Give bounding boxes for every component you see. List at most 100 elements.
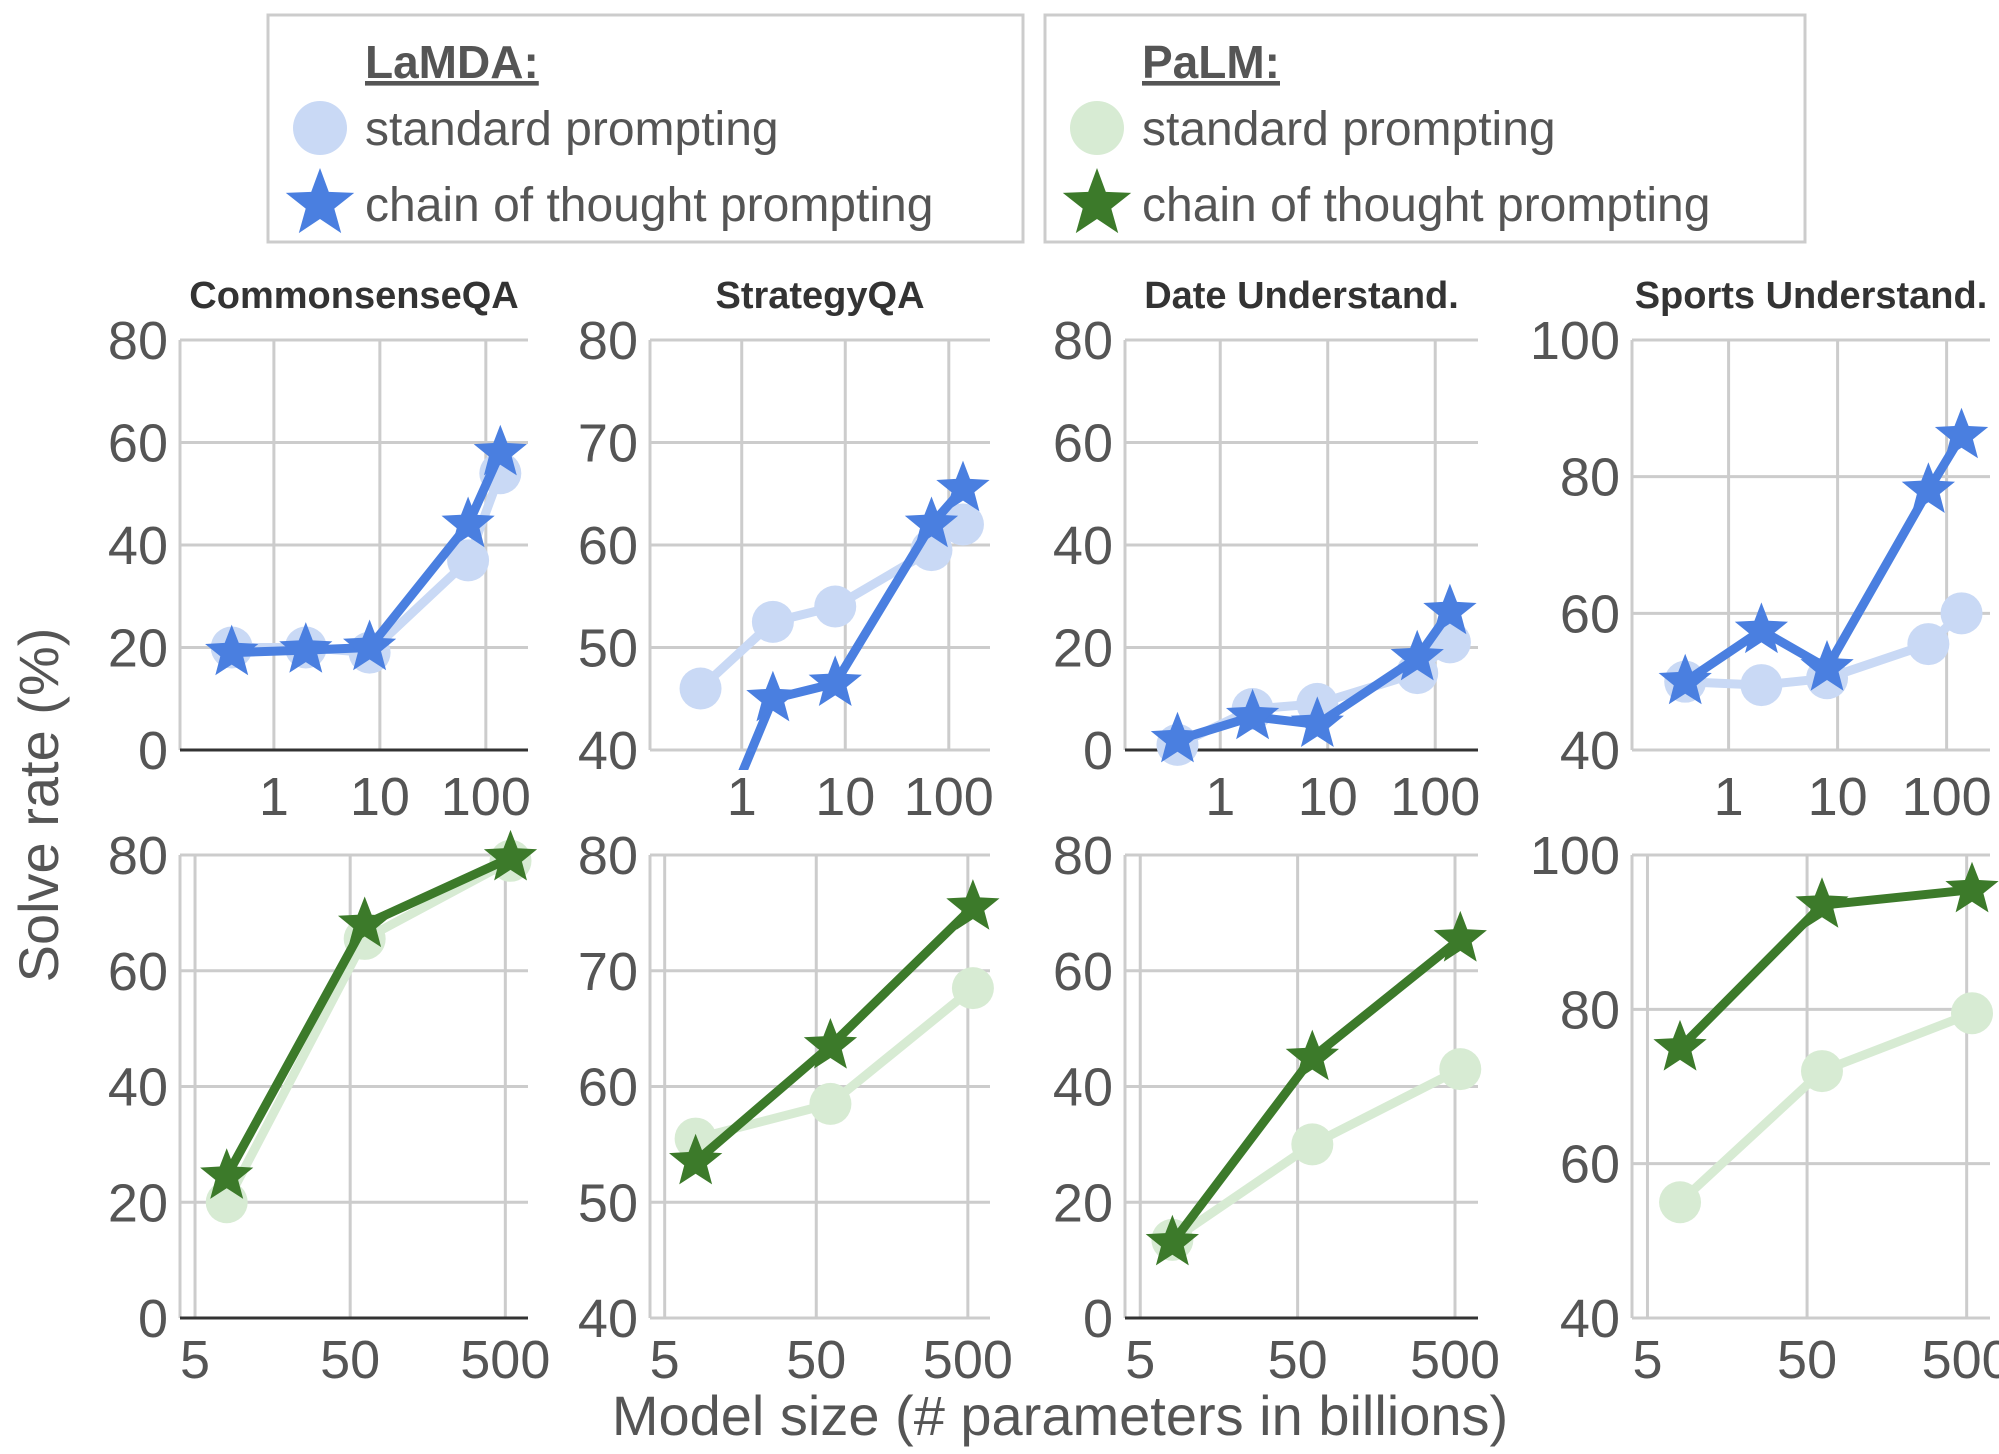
y-tick-label: 80: [1053, 826, 1113, 886]
series-group: [1150, 583, 1477, 766]
x-tick-label: 50: [1777, 1330, 1837, 1390]
cot-data-point: [1658, 653, 1712, 705]
y-tick-label: 70: [578, 414, 638, 474]
y-tick-label: 80: [1053, 311, 1113, 371]
y-tick-label: 40: [1053, 516, 1113, 576]
series-group: [1145, 910, 1487, 1266]
x-tick-label: 100: [904, 767, 994, 827]
cot-data-point: [1795, 877, 1849, 928]
y-tick-label: 70: [578, 942, 638, 1002]
x-tick-label: 50: [786, 1330, 846, 1390]
x-tick-label: 1: [1714, 767, 1744, 827]
standard-data-point: [1439, 1048, 1482, 1091]
panel-palm-3: 0 20 40 60 80 5 50 500: [1053, 826, 1500, 1390]
y-tick-label: 20: [108, 1173, 168, 1233]
legend-area: LaMDA: standard prompting chain of thought…: [266, 13, 1807, 244]
x-tick-label: 500: [1410, 1330, 1500, 1390]
cot-data-point: [936, 460, 990, 512]
y-tick-label: 80: [578, 311, 638, 371]
y-tick-label: 0: [138, 1289, 168, 1349]
standard-data-point: [951, 967, 994, 1010]
y-tick-label: 80: [1560, 448, 1620, 508]
standard-data-point: [1740, 664, 1783, 707]
cot-data-point: [808, 655, 862, 706]
legend-star-marker: [285, 168, 355, 234]
series-group: [669, 879, 1000, 1185]
y-tick-label: 40: [578, 721, 638, 781]
panel-lamda-3: 0 20 40 60 80 1 10 100 Date Understand.: [1053, 275, 1480, 827]
y-tick-label: 40: [108, 516, 168, 576]
cot-data-point: [338, 896, 392, 948]
cot-data-point: [343, 619, 397, 671]
panel-title: Sports Understand.: [1635, 275, 1988, 317]
y-tick-label: 80: [108, 311, 168, 371]
x-tick-label: 500: [1922, 1330, 1999, 1390]
panel-title: CommonsenseQA: [189, 275, 518, 317]
cot-data-point: [473, 424, 527, 476]
x-tick-label: 5: [180, 1330, 210, 1390]
standard-data-point: [1800, 1050, 1843, 1093]
standard-data-point: [447, 539, 490, 582]
y-tick-label: 20: [1053, 1173, 1113, 1233]
cot-data-point: [1226, 688, 1280, 740]
cot-data-point: [803, 1018, 858, 1069]
standard-data-point: [1951, 992, 1994, 1035]
y-tick-label: 80: [578, 826, 638, 886]
standard-data-point: [814, 585, 857, 628]
series-group: [1658, 407, 1989, 707]
cot-data-point: [200, 1148, 254, 1199]
standard-data-point: [809, 1082, 852, 1125]
legend-circle-marker: [1070, 101, 1124, 155]
y-tick-label: 50: [578, 1173, 638, 1233]
x-tick-label: 500: [460, 1330, 550, 1390]
x-tick-label: 1: [1205, 767, 1235, 827]
cot-data-point: [746, 670, 800, 722]
cot-data-point: [669, 1133, 723, 1185]
cot-data-point: [441, 496, 495, 548]
x-tick-label: 5: [650, 1330, 680, 1390]
panel-palm-4: 40 60 80 100 5 50 500: [1530, 826, 1999, 1390]
x-tick-label: 100: [441, 767, 531, 827]
y-tick-label: 0: [1083, 721, 1113, 781]
legend-circle-marker: [293, 101, 347, 155]
y-tick-label: 100: [1530, 311, 1620, 371]
y-tick-label: 60: [108, 414, 168, 474]
y-tick-label: 60: [578, 1058, 638, 1118]
cot-data-point: [1150, 711, 1205, 763]
cot-data-point: [1901, 462, 1955, 513]
cot-data-point: [205, 624, 259, 676]
y-axis-label: Solve rate (%): [7, 628, 70, 983]
cot-data-point: [1734, 602, 1788, 654]
legend-entry-label: standard prompting: [1142, 103, 1556, 156]
y-tick-label: 60: [1560, 584, 1620, 644]
y-tick-label: 40: [108, 1058, 168, 1118]
y-tick-label: 80: [108, 826, 168, 886]
x-tick-label: 10: [815, 767, 875, 827]
cot-data-point: [483, 829, 538, 881]
x-tick-label: 5: [1125, 1330, 1155, 1390]
legend-title: LaMDA:: [365, 36, 539, 88]
x-tick-label: 50: [1268, 1330, 1328, 1390]
y-tick-label: 40: [1560, 1289, 1620, 1349]
y-tick-label: 40: [1053, 1058, 1113, 1118]
y-tick-label: 50: [578, 619, 638, 679]
cot-data-point: [1934, 407, 1989, 459]
x-tick-label: 500: [923, 1330, 1013, 1390]
panel-palm-1: 0 20 40 60 80 5 50 500: [108, 826, 550, 1390]
x-tick-label: 1: [727, 767, 757, 827]
y-tick-label: 40: [1560, 721, 1620, 781]
y-tick-label: 60: [1053, 414, 1113, 474]
legend-box: [266, 13, 1025, 244]
series-group: [1653, 861, 1999, 1224]
cot-data-point: [1653, 1019, 1707, 1071]
y-tick-label: 80: [1560, 980, 1620, 1040]
y-tick-label: 0: [1083, 1289, 1113, 1349]
panel-palm-2: 40 50 60 70 80 5 50 500: [578, 826, 1013, 1390]
x-axis-label: Model size (# parameters in billions): [612, 1384, 1508, 1447]
y-tick-label: 60: [1053, 942, 1113, 1002]
standard-data-point: [751, 600, 794, 643]
x-tick-label: 100: [1390, 767, 1480, 827]
panel-title: StrategyQA: [715, 275, 924, 317]
